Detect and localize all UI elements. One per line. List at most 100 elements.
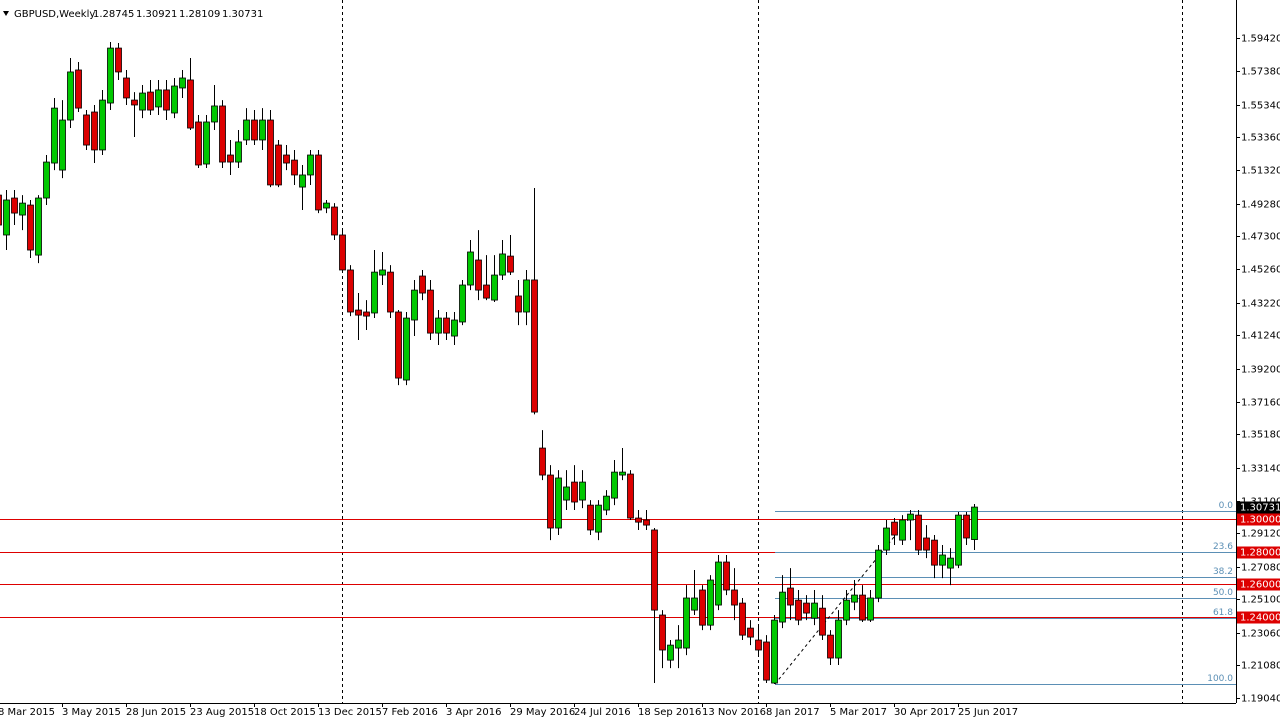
- candle-body: [707, 579, 714, 626]
- candle-body: [731, 589, 738, 606]
- candle-body: [619, 471, 626, 476]
- candle-body: [435, 317, 442, 334]
- level-label: 1.24000: [1240, 613, 1280, 624]
- candle-body: [315, 154, 322, 211]
- candle-body: [51, 107, 58, 164]
- candle-body: [131, 99, 138, 106]
- candle-body: [491, 274, 498, 301]
- y-tick-label: 1.47300: [1241, 232, 1280, 243]
- y-tick-label: 1.29120: [1241, 529, 1280, 540]
- candle-body: [347, 269, 354, 313]
- current-price-label: 1.30731: [1240, 503, 1280, 514]
- candle-body: [675, 639, 682, 649]
- candle-body: [395, 311, 402, 379]
- candle-body: [139, 92, 146, 111]
- x-tick-label: 3 May 2015: [62, 707, 121, 718]
- level-label-box: [1237, 513, 1280, 526]
- candle-body: [787, 587, 794, 606]
- candle-body: [667, 644, 674, 661]
- candle-body: [899, 519, 906, 541]
- candle-body: [163, 89, 170, 111]
- candle-body: [19, 202, 26, 216]
- candle-body: [547, 474, 554, 529]
- candle-body: [691, 597, 698, 611]
- y-tick-label: 1.59420: [1241, 34, 1280, 45]
- y-tick-label: 1.55340: [1241, 101, 1280, 112]
- candle-body: [939, 554, 946, 566]
- candle-body: [123, 77, 130, 99]
- candle-body: [211, 105, 218, 123]
- x-tick-label: 5 Mar 2017: [830, 707, 887, 718]
- candle-body: [323, 202, 330, 209]
- y-tick-label: 1.53360: [1241, 133, 1280, 144]
- candle-body: [259, 119, 266, 141]
- candle-body: [827, 634, 834, 659]
- fib-label: 23.6: [1213, 542, 1233, 552]
- y-tick-label: 1.39200: [1241, 365, 1280, 376]
- candle-body: [859, 594, 866, 621]
- candle-body: [875, 549, 882, 599]
- candle-body: [195, 121, 202, 166]
- candle-body: [299, 174, 306, 188]
- candle-body: [523, 279, 530, 313]
- fib-label: 100.0: [1207, 674, 1233, 684]
- x-tick-label: 23 Aug 2015: [190, 707, 254, 718]
- candle-body: [635, 517, 642, 523]
- candle-body: [795, 599, 802, 621]
- candle-body: [747, 627, 754, 638]
- candle-body: [843, 599, 850, 621]
- candle-body: [803, 602, 810, 614]
- candle-body: [283, 154, 290, 164]
- candle-body: [579, 481, 586, 501]
- x-tick-label: 13 Dec 2015: [318, 707, 382, 718]
- candle-body: [835, 619, 842, 659]
- x-tick-label: 30 Apr 2017: [894, 707, 956, 718]
- fib-trend-line: [774, 510, 916, 685]
- candle-body: [947, 557, 954, 569]
- candle-body: [659, 614, 666, 651]
- candle-body: [891, 521, 898, 536]
- candle-body: [955, 514, 962, 566]
- candle-body: [923, 537, 930, 551]
- candle-body: [739, 602, 746, 636]
- level-label: 1.30000: [1240, 515, 1280, 526]
- candle-body: [507, 255, 514, 273]
- candle-body: [419, 275, 426, 294]
- candle-body: [0, 194, 2, 226]
- candle-body: [411, 289, 418, 321]
- header-open: 1.28745: [93, 9, 134, 20]
- candle-body: [91, 111, 98, 151]
- candle-body: [931, 539, 938, 566]
- y-tick-label: 1.49280: [1241, 200, 1280, 211]
- current-price-box: [1237, 501, 1280, 514]
- candle-body: [499, 253, 506, 276]
- level-label-box: [1237, 578, 1280, 591]
- plot-area: 0.0 23.6 38.2 50.0 61.8 100.0: [0, 0, 1236, 703]
- candle-body: [971, 506, 978, 540]
- candle-body: [811, 602, 818, 619]
- candle-body: [819, 607, 826, 636]
- candle-body: [219, 105, 226, 163]
- candle-body: [515, 295, 522, 313]
- candle-body: [723, 561, 730, 591]
- candle-body: [171, 85, 178, 114]
- candle-body: [627, 473, 634, 519]
- candle-body: [3, 199, 10, 236]
- candle-body: [235, 141, 242, 163]
- candle-body: [451, 319, 458, 337]
- candle-body: [179, 77, 186, 89]
- candle-body: [227, 154, 234, 163]
- chart-title: GBPUSD,Weekly: [14, 9, 95, 20]
- menu-triangle[interactable]: [3, 11, 9, 16]
- y-tick-label: 1.41240: [1241, 331, 1280, 342]
- y-tick-label: 1.33140: [1241, 464, 1280, 475]
- candle-body: [779, 591, 786, 623]
- y-tick-label: 1.25100: [1241, 595, 1280, 606]
- candle-body: [459, 284, 466, 323]
- candle-body: [43, 161, 50, 199]
- candle-body: [267, 119, 274, 186]
- fib-label: 50.0: [1213, 588, 1233, 598]
- candle-body: [699, 589, 706, 626]
- candle-body: [75, 69, 82, 109]
